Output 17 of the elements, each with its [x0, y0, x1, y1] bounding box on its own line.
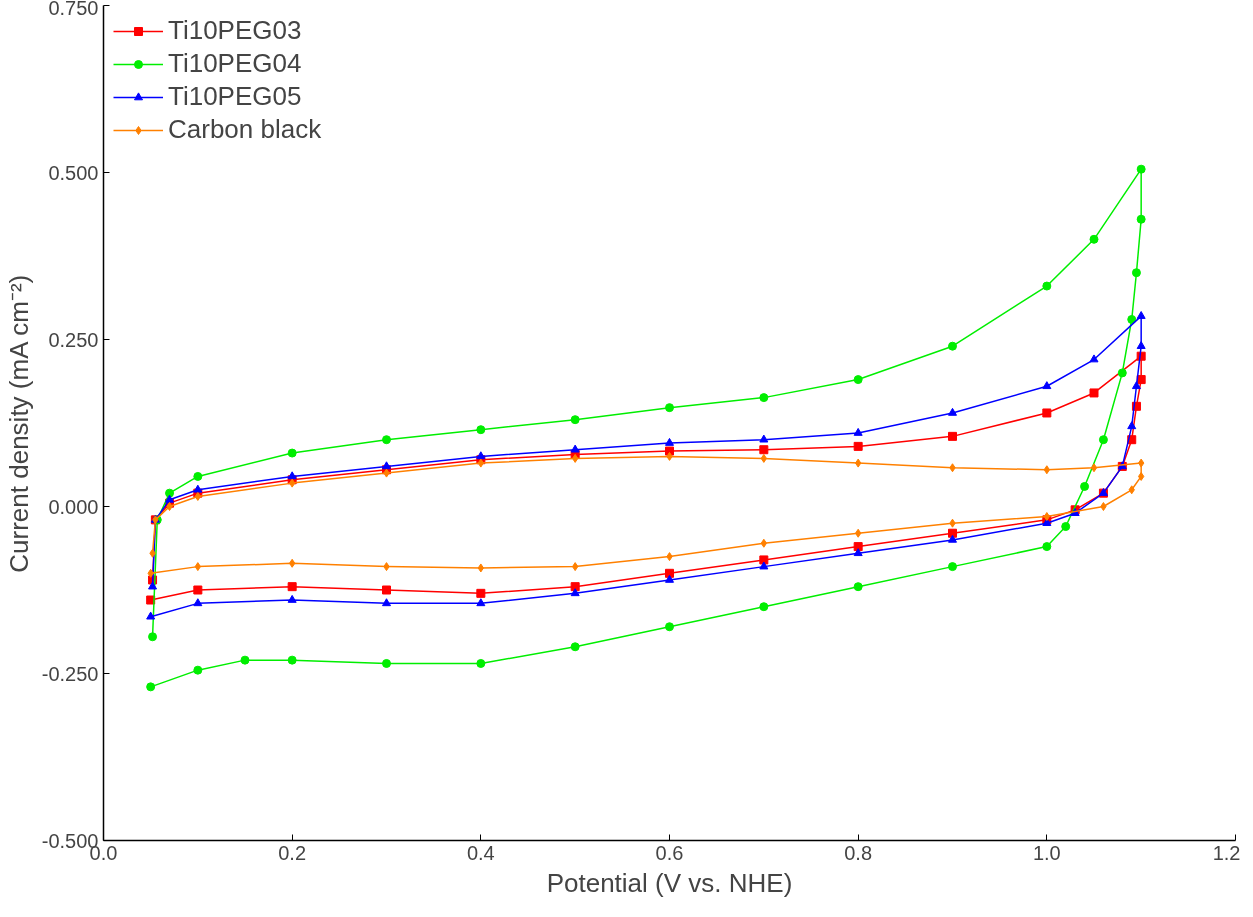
y-axis-title: Current density (mA cm⁻²): [3, 274, 34, 573]
y-tick-label: 0.250: [48, 328, 99, 351]
x-tick-label: 0.4: [466, 841, 495, 864]
x-tick-label: 0.2: [278, 841, 307, 864]
x-tick-label: 0.8: [844, 841, 873, 864]
legend-label: Carbon black: [168, 114, 322, 145]
y-tick-label: 0.750: [48, 0, 99, 19]
legend-label: Ti10PEG03: [168, 15, 302, 46]
x-tick-label: 1.2: [1212, 841, 1241, 864]
x-axis-title: Potential (V vs. NHE): [546, 867, 793, 898]
y-tick-label: -0.250: [41, 662, 99, 685]
x-tick-label: 0.6: [655, 841, 684, 864]
y-tick-label: 0.500: [48, 161, 99, 184]
legend-label: Ti10PEG05: [168, 81, 302, 112]
x-tick-label: 1.0: [1032, 841, 1061, 864]
y-tick-label: 0.000: [48, 495, 99, 518]
legend-label: Ti10PEG04: [168, 48, 302, 79]
